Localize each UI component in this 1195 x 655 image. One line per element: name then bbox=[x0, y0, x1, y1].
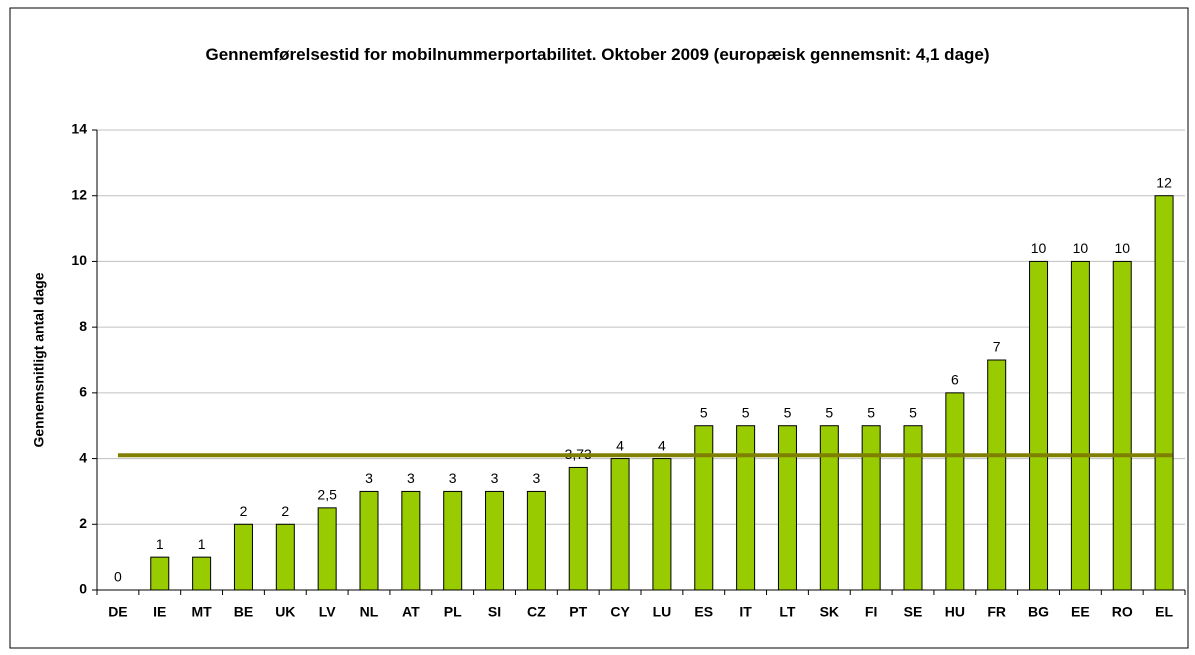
bar bbox=[401, 490, 421, 591]
x-tick-label: PL bbox=[444, 604, 462, 620]
x-tick-label: NL bbox=[360, 604, 379, 620]
x-tick-label: SE bbox=[904, 604, 923, 620]
y-tick-label: 14 bbox=[71, 121, 87, 137]
data-label: 10 bbox=[1073, 240, 1089, 256]
data-label: 3 bbox=[365, 470, 373, 486]
data-label: 5 bbox=[909, 404, 917, 420]
bar bbox=[359, 490, 379, 591]
bar bbox=[903, 425, 923, 591]
x-tick-label: LV bbox=[319, 604, 337, 620]
data-label: 6 bbox=[951, 372, 959, 388]
chart-border bbox=[9, 7, 1189, 649]
bar bbox=[317, 507, 337, 591]
data-label: 7 bbox=[993, 339, 1001, 355]
data-label: 5 bbox=[867, 404, 875, 420]
data-label: 4 bbox=[658, 437, 666, 453]
data-label: 3 bbox=[532, 470, 540, 486]
data-label: 2 bbox=[240, 503, 248, 519]
x-tick-label: MT bbox=[192, 604, 213, 620]
bar bbox=[610, 458, 630, 591]
y-tick-label: 8 bbox=[79, 318, 87, 334]
x-tick-label: DE bbox=[108, 604, 127, 620]
data-label: 1 bbox=[198, 536, 206, 552]
data-label: 5 bbox=[825, 404, 833, 420]
y-tick-label: 2 bbox=[79, 515, 87, 531]
x-tick-label: UK bbox=[275, 604, 295, 620]
y-tick-label: 4 bbox=[79, 449, 87, 465]
bar bbox=[1070, 260, 1090, 591]
data-label: 5 bbox=[784, 404, 792, 420]
bar bbox=[150, 556, 170, 591]
bar bbox=[819, 425, 839, 591]
x-tick-label: SK bbox=[820, 604, 839, 620]
y-tick-label: 6 bbox=[79, 384, 87, 400]
bar bbox=[736, 425, 756, 591]
x-tick-label: FR bbox=[987, 604, 1006, 620]
x-tick-label: IT bbox=[739, 604, 752, 620]
y-tick-label: 12 bbox=[71, 186, 87, 202]
data-label: 1 bbox=[156, 536, 164, 552]
x-tick-label: BE bbox=[234, 604, 253, 620]
bar bbox=[945, 392, 965, 591]
bar bbox=[192, 556, 212, 591]
x-tick-label: RO bbox=[1112, 604, 1133, 620]
y-tick-label: 10 bbox=[71, 252, 87, 268]
bar bbox=[485, 490, 505, 591]
data-label: 10 bbox=[1114, 240, 1130, 256]
bar bbox=[861, 425, 881, 591]
x-tick-label: CZ bbox=[527, 604, 546, 620]
x-tick-label: AT bbox=[402, 604, 420, 620]
data-label: 2,5 bbox=[317, 487, 337, 503]
data-label: 3 bbox=[491, 470, 499, 486]
y-tick-label: 0 bbox=[79, 581, 87, 597]
x-tick-label: BG bbox=[1028, 604, 1049, 620]
bar bbox=[694, 425, 714, 591]
bar bbox=[275, 523, 295, 591]
bar bbox=[1029, 260, 1049, 591]
x-tick-label: HU bbox=[945, 604, 965, 620]
bar bbox=[1154, 195, 1174, 591]
x-tick-label: LU bbox=[653, 604, 672, 620]
x-tick-label: SI bbox=[488, 604, 501, 620]
bar bbox=[652, 458, 672, 591]
data-label: 0 bbox=[114, 569, 122, 585]
data-label: 2 bbox=[281, 503, 289, 519]
bar bbox=[987, 359, 1007, 591]
x-tick-label: EL bbox=[1155, 604, 1173, 620]
bar bbox=[233, 523, 253, 591]
bar bbox=[777, 425, 797, 591]
x-tick-label: CY bbox=[610, 604, 630, 620]
bar bbox=[1112, 260, 1132, 591]
bar bbox=[443, 490, 463, 591]
data-label: 12 bbox=[1156, 174, 1172, 190]
x-tick-label: PT bbox=[569, 604, 587, 620]
data-label: 10 bbox=[1031, 240, 1047, 256]
chart-title: Gennemførelsestid for mobilnummerportabi… bbox=[205, 45, 990, 64]
data-label: 3 bbox=[407, 470, 415, 486]
data-label: 3 bbox=[449, 470, 457, 486]
data-label: 4 bbox=[616, 437, 624, 453]
bar bbox=[526, 490, 546, 591]
x-tick-label: FI bbox=[865, 604, 877, 620]
data-label: 5 bbox=[742, 404, 750, 420]
x-tick-label: LT bbox=[779, 604, 796, 620]
y-axis-label: Gennemsnitligt antal dage bbox=[31, 272, 47, 447]
x-tick-label: IE bbox=[153, 604, 166, 620]
x-tick-label: ES bbox=[694, 604, 713, 620]
x-tick-label: EE bbox=[1071, 604, 1090, 620]
bar bbox=[568, 466, 588, 591]
data-label: 5 bbox=[700, 404, 708, 420]
